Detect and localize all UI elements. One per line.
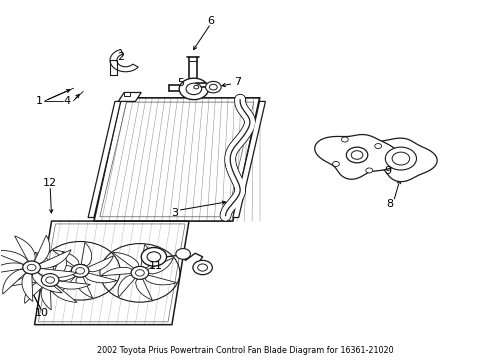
Polygon shape — [38, 269, 77, 278]
Circle shape — [346, 147, 368, 163]
Circle shape — [136, 270, 144, 276]
Polygon shape — [141, 244, 151, 268]
Polygon shape — [56, 281, 90, 289]
Polygon shape — [39, 250, 71, 269]
Text: 9: 9 — [384, 166, 392, 176]
Text: 5: 5 — [177, 78, 184, 88]
Polygon shape — [35, 252, 54, 274]
Circle shape — [342, 137, 348, 142]
Circle shape — [176, 249, 191, 259]
Text: 8: 8 — [387, 199, 394, 209]
Circle shape — [179, 78, 208, 100]
Polygon shape — [0, 251, 28, 265]
Polygon shape — [101, 267, 132, 276]
Circle shape — [186, 83, 202, 95]
Circle shape — [72, 264, 89, 277]
Circle shape — [209, 84, 217, 90]
Text: 2: 2 — [117, 52, 124, 62]
Polygon shape — [110, 49, 138, 72]
Polygon shape — [136, 279, 152, 300]
Text: 4: 4 — [64, 96, 71, 106]
Polygon shape — [14, 265, 47, 277]
Polygon shape — [3, 269, 26, 294]
Polygon shape — [113, 252, 139, 268]
Polygon shape — [53, 250, 79, 266]
Polygon shape — [88, 256, 113, 272]
Polygon shape — [0, 263, 24, 274]
Polygon shape — [147, 258, 173, 274]
Circle shape — [198, 264, 207, 271]
Polygon shape — [10, 276, 42, 286]
Polygon shape — [41, 285, 51, 310]
Circle shape — [194, 85, 199, 89]
Polygon shape — [124, 92, 130, 96]
Polygon shape — [85, 273, 117, 283]
Text: 7: 7 — [234, 77, 241, 87]
Polygon shape — [58, 264, 85, 281]
Circle shape — [366, 168, 373, 173]
Polygon shape — [145, 275, 176, 285]
Polygon shape — [24, 282, 45, 303]
Polygon shape — [315, 135, 400, 179]
Text: 12: 12 — [43, 178, 57, 188]
Circle shape — [41, 274, 59, 287]
Polygon shape — [118, 93, 141, 102]
Circle shape — [193, 260, 212, 275]
Circle shape — [205, 81, 221, 93]
Text: 6: 6 — [207, 16, 215, 26]
Text: 11: 11 — [149, 261, 163, 271]
Circle shape — [392, 152, 410, 165]
Circle shape — [375, 144, 382, 149]
Polygon shape — [233, 102, 266, 217]
Polygon shape — [76, 277, 93, 298]
Text: 3: 3 — [171, 208, 178, 218]
Text: 1: 1 — [35, 96, 43, 106]
Circle shape — [131, 266, 148, 279]
Polygon shape — [22, 273, 33, 301]
Circle shape — [333, 161, 340, 166]
Circle shape — [23, 261, 40, 274]
Polygon shape — [15, 236, 35, 261]
Circle shape — [351, 151, 363, 159]
Text: 2002 Toyota Prius Powertrain Control Fan Blade Diagram for 16361-21020: 2002 Toyota Prius Powertrain Control Fan… — [97, 346, 393, 355]
Polygon shape — [34, 235, 50, 264]
Circle shape — [46, 277, 54, 283]
Polygon shape — [32, 272, 62, 293]
Polygon shape — [41, 265, 73, 274]
Circle shape — [27, 264, 36, 271]
Circle shape — [76, 267, 85, 274]
Polygon shape — [88, 102, 121, 217]
Polygon shape — [81, 242, 92, 266]
Polygon shape — [53, 252, 67, 276]
Circle shape — [147, 252, 161, 262]
Circle shape — [141, 248, 167, 266]
Polygon shape — [364, 138, 437, 182]
Polygon shape — [51, 285, 77, 302]
Text: 10: 10 — [34, 308, 49, 318]
Polygon shape — [118, 275, 135, 297]
Polygon shape — [58, 273, 75, 295]
Circle shape — [385, 147, 416, 170]
